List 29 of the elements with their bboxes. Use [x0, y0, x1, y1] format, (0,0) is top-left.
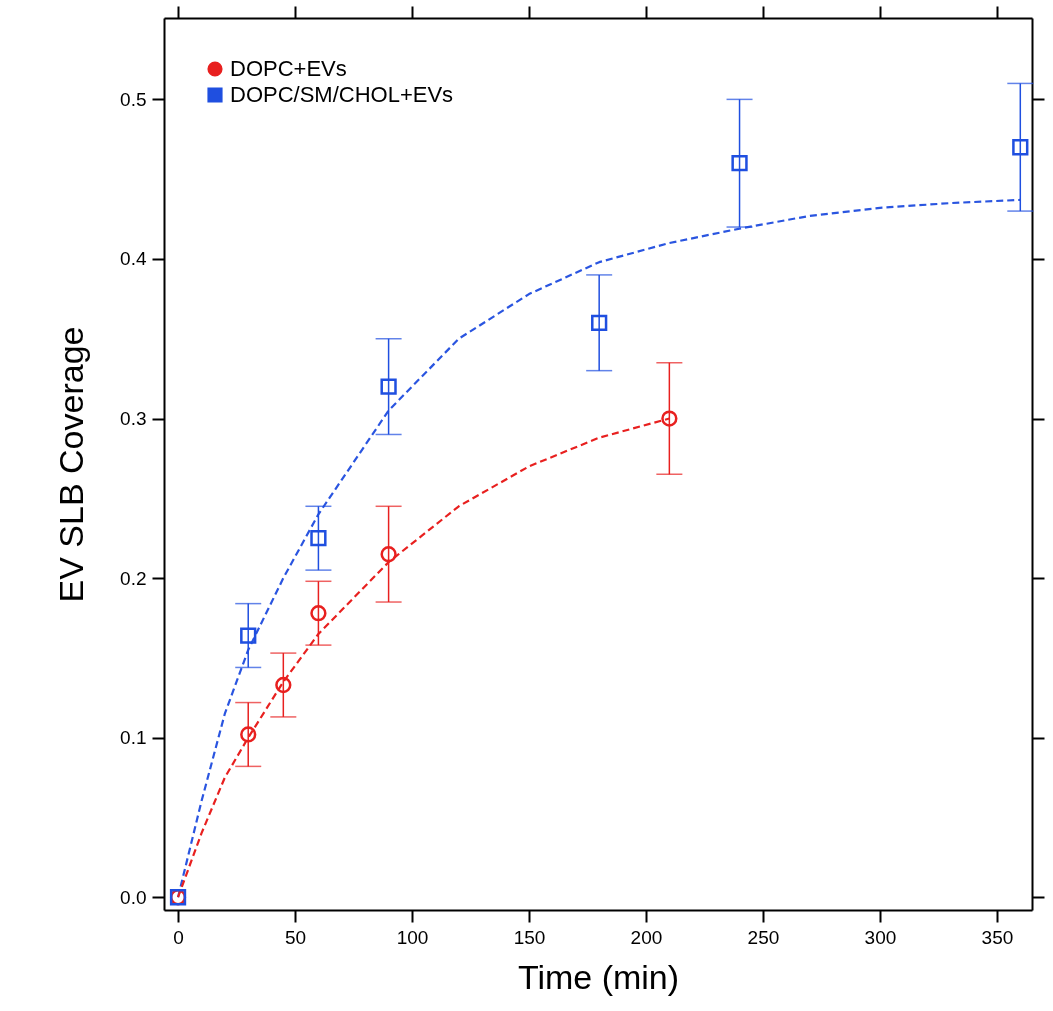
point	[591, 314, 608, 331]
point	[240, 627, 257, 644]
x-tick-label: 50	[284, 926, 307, 948]
point	[1012, 139, 1029, 156]
point	[661, 410, 678, 427]
point	[310, 530, 327, 547]
y-tick-label: 0.1	[120, 727, 147, 749]
x-tick-label: 300	[864, 926, 897, 948]
y-tick-label: 0.3	[120, 408, 147, 430]
legend-label: DOPC+EVs	[230, 56, 347, 81]
y-axis-title: EV SLB Coverage	[52, 326, 91, 603]
y-tick-label: 0.5	[120, 88, 147, 110]
x-tick-label: 100	[396, 926, 429, 948]
point	[240, 726, 257, 743]
y-tick-label: 0.4	[120, 248, 147, 270]
x-tick-label: 150	[513, 926, 546, 948]
point	[380, 546, 397, 563]
x-axis-title: Time (min)	[517, 957, 680, 996]
y-tick-label: 0.0	[120, 886, 147, 908]
point	[731, 155, 748, 172]
point	[275, 676, 292, 694]
x-tick-label: 200	[630, 926, 663, 948]
point	[310, 605, 327, 622]
x-tick-label: 0	[173, 926, 184, 948]
legend-label: DOPC/SM/CHOL+EVs	[230, 82, 454, 107]
x-tick-label: 250	[747, 926, 780, 948]
y-tick-label: 0.2	[120, 567, 147, 589]
point	[380, 378, 397, 395]
x-tick-label: 350	[981, 926, 1014, 948]
